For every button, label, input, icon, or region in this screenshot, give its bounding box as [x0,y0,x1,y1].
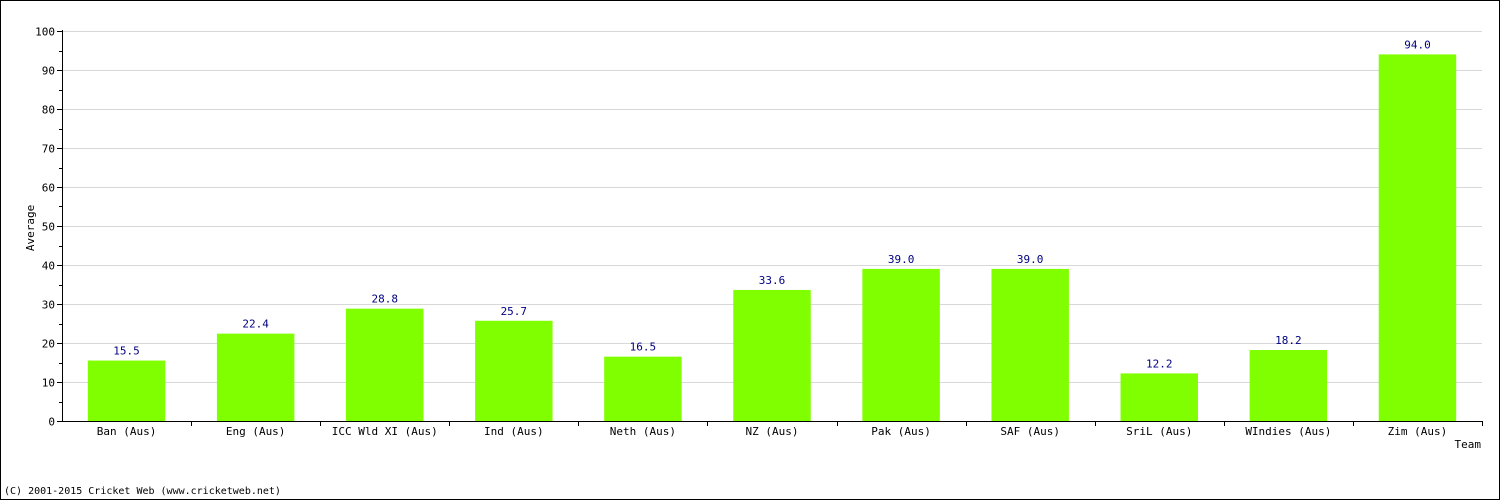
data-label: 33.6 [759,274,786,287]
x-tick-label: WIndies (Aus) [1245,425,1331,438]
data-label: 12.2 [1146,357,1173,370]
bar [1249,350,1328,421]
data-label: 15.5 [113,345,140,358]
y-tick-label: 90 [42,65,55,78]
data-label: 16.5 [630,341,657,354]
x-tick-label: SriL (Aus) [1126,425,1192,438]
x-tick-label: NZ (Aus) [746,425,799,438]
data-label: 18.2 [1275,334,1302,347]
bar [346,308,424,421]
x-tick-label: Neth (Aus) [610,425,676,438]
x-ticks: Ban (Aus) Eng (Aus) ICC Wld XI (Aus) Ind (A… [97,421,1483,438]
y-tick-label: 70 [42,143,55,156]
x-tick-label: Ind (Aus) [484,425,544,438]
bar [1120,373,1198,421]
x-tick-label: Zim (Aus) [1388,425,1448,438]
x-tick-label: Eng (Aus) [226,425,286,438]
y-tick-label: 30 [42,299,55,312]
axes [62,30,1482,422]
bar-chart: 0 10 20 30 40 50 60 70 80 90 100 Ban (Aus) Eng (Aus… [24,26,1483,451]
bar [733,289,811,421]
y-tick-label: 40 [42,260,55,273]
bar [991,268,1069,421]
bar [862,268,940,421]
grid-lines [62,31,1482,383]
data-labels: 15.5 22.4 28.8 25.7 16.5 33.6 39.0 39.0 12.2 18.2… [113,38,1430,370]
x-tick-label: Pak (Aus) [871,425,931,438]
x-tick-label: ICC Wld XI (Aus) [332,425,438,438]
x-axis-title: Team [1455,438,1482,451]
y-tick-label: 50 [42,221,55,234]
data-label: 22.4 [242,318,269,331]
bar [216,333,295,421]
data-label: 39.0 [1017,253,1044,266]
data-label: 94.0 [1404,38,1431,51]
y-tick-label: 10 [42,377,55,390]
bar [475,320,553,421]
bar [604,356,682,421]
x-tick-label: SAF (Aus) [1000,425,1060,438]
bar [1378,54,1457,422]
y-tick-label: 100 [35,26,55,39]
y-axis-title: Average [24,205,37,251]
y-tick-label: 0 [48,416,55,429]
y-tick-label: 80 [42,104,55,117]
copyright-footer: (C) 2001-2015 Cricket Web (www.cricketwe… [4,486,281,497]
y-tick-label: 20 [42,338,55,351]
data-label: 39.0 [888,253,915,266]
data-label: 25.7 [501,305,528,318]
x-tick-label: Ban (Aus) [97,425,157,438]
bars [87,54,1457,422]
bar [87,360,166,421]
y-tick-label: 60 [42,182,55,195]
y-ticks: 0 10 20 30 40 50 60 70 80 90 100 [35,26,62,429]
data-label: 28.8 [371,293,398,306]
